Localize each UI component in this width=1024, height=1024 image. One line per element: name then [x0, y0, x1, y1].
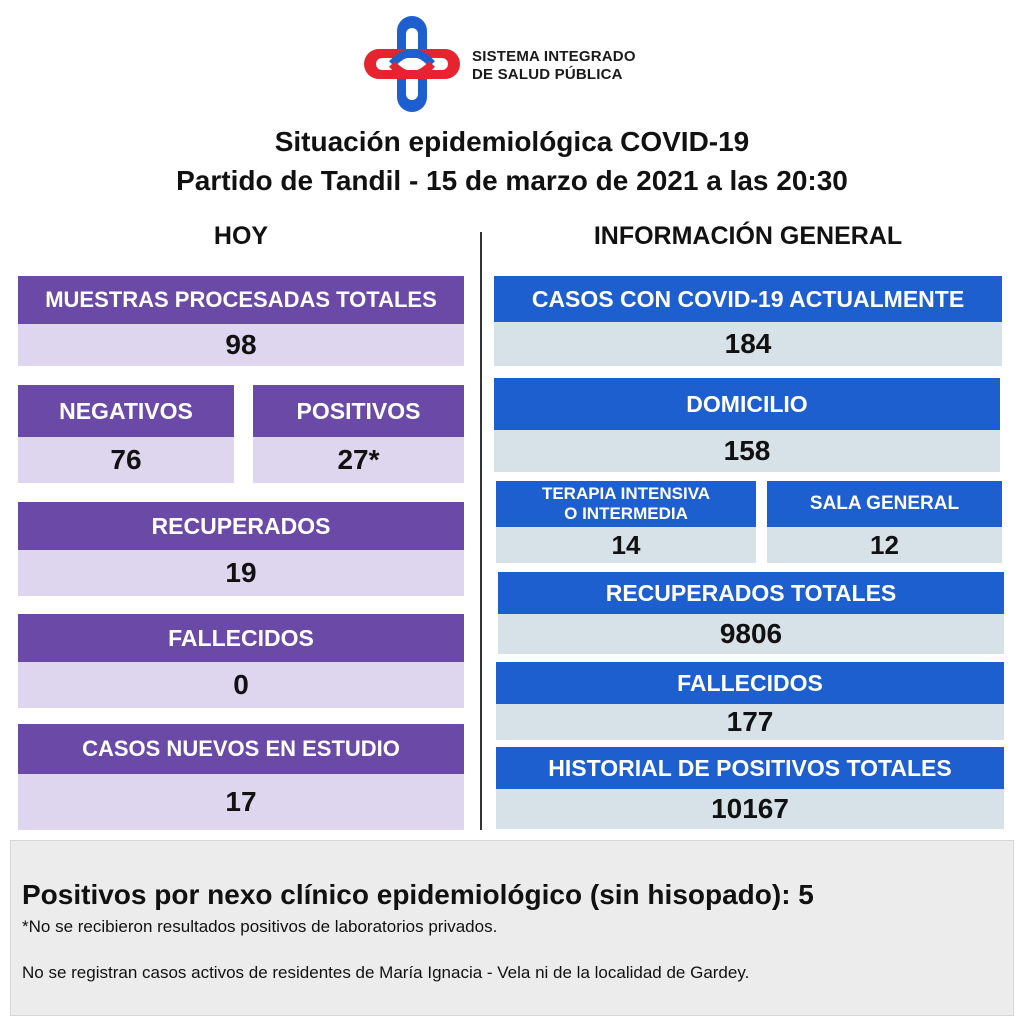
negativos-card: NEGATIVOS 76 — [18, 385, 234, 483]
nuevos-value: 17 — [18, 774, 464, 830]
fallecidos-hoy-card: FALLECIDOS 0 — [18, 614, 464, 708]
recuperados-hoy-label: RECUPERADOS — [18, 502, 464, 550]
recuperados-hoy-value: 19 — [18, 550, 464, 596]
residentes-note: No se registran casos activos de residen… — [22, 963, 750, 982]
footer-notes: Positivos por nexo clínico epidemiológic… — [10, 840, 1014, 1016]
muestras-value: 98 — [18, 324, 464, 366]
muestras-card: MUESTRAS PROCESADAS TOTALES 98 — [18, 276, 464, 366]
fallecidos-hoy-label: FALLECIDOS — [18, 614, 464, 662]
nuevos-label: CASOS NUEVOS EN ESTUDIO — [18, 724, 464, 774]
recuperados-totales-label: RECUPERADOS TOTALES — [498, 572, 1004, 614]
logo: SISTEMA INTEGRADO DE SALUD PÚBLICA — [362, 14, 662, 114]
terapia-card: TERAPIA INTENSIVA O INTERMEDIA 14 — [496, 481, 756, 563]
terapia-label-line1: TERAPIA INTENSIVA — [541, 484, 711, 503]
nexo-clinico-text: Positivos por nexo clínico epidemiológic… — [22, 879, 814, 910]
laboratorios-note: *No se recibieron resultados positivos d… — [22, 917, 498, 936]
terapia-label-line2: O INTERMEDIA — [564, 504, 688, 523]
nuevos-card: CASOS NUEVOS EN ESTUDIO 17 — [18, 724, 464, 830]
historial-value: 10167 — [496, 789, 1004, 829]
sala-value: 12 — [767, 527, 1002, 563]
org-name-line2: DE SALUD PÚBLICA — [472, 66, 623, 83]
positivos-value: 27* — [253, 437, 464, 483]
terapia-value: 14 — [496, 527, 756, 563]
general-heading: INFORMACIÓN GENERAL — [593, 222, 903, 250]
recuperados-totales-value: 9806 — [498, 614, 1004, 654]
fallecidos-totales-label: FALLECIDOS — [496, 662, 1004, 704]
positivos-card: POSITIVOS 27* — [253, 385, 464, 483]
column-divider — [480, 232, 482, 830]
fallecidos-totales-value: 177 — [496, 704, 1004, 740]
terapia-label: TERAPIA INTENSIVA O INTERMEDIA — [496, 481, 756, 527]
historial-card: HISTORIAL DE POSITIVOS TOTALES 10167 — [496, 747, 1004, 829]
domicilio-label: DOMICILIO — [494, 378, 1000, 430]
hoy-heading: HOY — [213, 222, 269, 250]
health-system-logo-icon — [364, 16, 460, 112]
actuales-value: 184 — [494, 322, 1002, 366]
org-name-line1: SISTEMA INTEGRADO — [472, 48, 636, 65]
recuperados-hoy-card: RECUPERADOS 19 — [18, 502, 464, 596]
actuales-card: CASOS CON COVID-19 ACTUALMENTE 184 — [494, 276, 1002, 366]
domicilio-value: 158 — [494, 430, 1000, 472]
actuales-label: CASOS CON COVID-19 ACTUALMENTE — [494, 276, 1002, 322]
fallecidos-totales-card: FALLECIDOS 177 — [496, 662, 1004, 740]
positivos-label: POSITIVOS — [253, 385, 464, 437]
domicilio-card: DOMICILIO 158 — [494, 378, 1000, 472]
sala-card: SALA GENERAL 12 — [767, 481, 1002, 563]
negativos-value: 76 — [18, 437, 234, 483]
historial-label: HISTORIAL DE POSITIVOS TOTALES — [496, 747, 1004, 789]
fallecidos-hoy-value: 0 — [18, 662, 464, 708]
negativos-label: NEGATIVOS — [18, 385, 234, 437]
page-subtitle: Partido de Tandil - 15 de marzo de 2021 … — [176, 165, 848, 196]
muestras-label: MUESTRAS PROCESADAS TOTALES — [18, 276, 464, 324]
page-title: Situación epidemiológica COVID-19 — [274, 126, 750, 157]
sala-label: SALA GENERAL — [767, 481, 1002, 527]
org-name: SISTEMA INTEGRADO DE SALUD PÚBLICA — [472, 48, 636, 84]
recuperados-totales-card: RECUPERADOS TOTALES 9806 — [498, 572, 1004, 654]
